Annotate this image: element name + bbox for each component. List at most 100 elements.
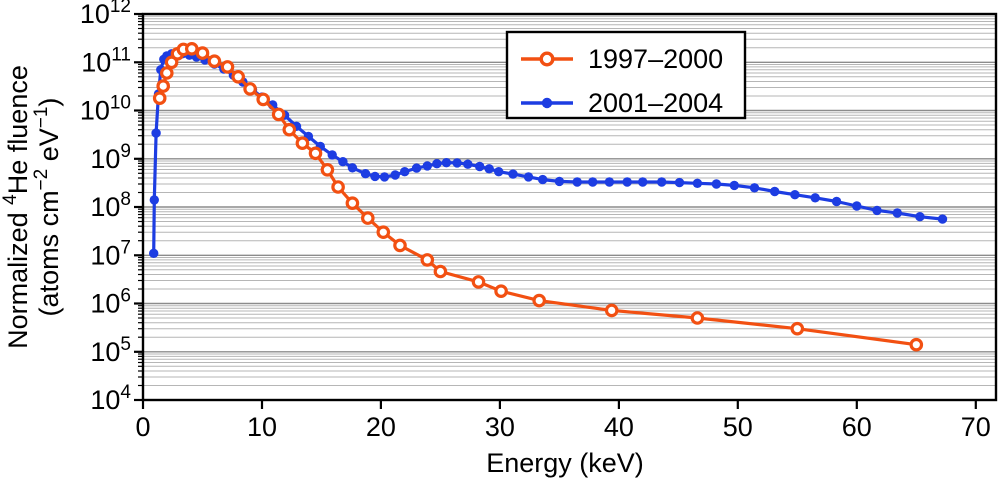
data-point-marker bbox=[909, 337, 924, 352]
y-axis-title-line: Normalized 4He fluence bbox=[0, 65, 33, 349]
legend-label: 1997–2000 bbox=[588, 44, 723, 74]
data-point-marker bbox=[220, 60, 235, 74]
data-point-marker bbox=[604, 303, 619, 318]
series-open bbox=[152, 41, 924, 352]
series-filled bbox=[149, 48, 948, 258]
data-point-marker bbox=[360, 169, 371, 179]
data-point-marker bbox=[674, 177, 685, 188]
data-point-marker bbox=[657, 177, 667, 187]
data-point-marker bbox=[572, 177, 582, 187]
data-point-marker bbox=[508, 169, 518, 179]
data-point-marker bbox=[937, 214, 948, 224]
data-point-marker bbox=[523, 172, 534, 182]
data-point-marker bbox=[185, 41, 199, 56]
data-point-marker bbox=[149, 248, 159, 258]
data-point-marker bbox=[433, 264, 448, 279]
data-point-marker bbox=[538, 174, 548, 185]
data-point-marker bbox=[622, 177, 632, 187]
y-tick-label: 1012 bbox=[80, 0, 131, 29]
data-point-marker bbox=[420, 253, 435, 267]
data-point-marker bbox=[484, 164, 494, 174]
data-point-marker bbox=[749, 183, 760, 193]
y-tick-label: 106 bbox=[90, 286, 131, 319]
data-point-marker bbox=[156, 79, 170, 93]
data-point-marker bbox=[327, 150, 337, 160]
data-point-marker bbox=[207, 54, 222, 68]
data-point-marker bbox=[390, 170, 400, 180]
data-point-marker bbox=[432, 159, 442, 169]
data-point-marker bbox=[345, 196, 360, 210]
data-point-marker bbox=[295, 136, 310, 150]
data-point-marker bbox=[400, 167, 410, 177]
data-point-marker bbox=[411, 163, 422, 173]
x-axis-title: Energy (keV) bbox=[486, 448, 644, 478]
data-point-marker bbox=[711, 179, 722, 189]
legend: 1997–2000 2001–2004 bbox=[505, 30, 747, 120]
gridlines bbox=[143, 15, 996, 386]
data-point-marker bbox=[494, 167, 504, 177]
x-tick-label: 30 bbox=[485, 412, 515, 442]
data-point-marker bbox=[370, 171, 380, 182]
data-point-marker bbox=[790, 321, 805, 336]
data-point-marker bbox=[810, 193, 820, 203]
data-point-marker bbox=[554, 176, 565, 187]
data-point-marker bbox=[532, 293, 546, 308]
axes-ticks-and-labels: 104 105 106 107 108 109 1010 1011 1012 0 10 20 30 40 5… bbox=[80, 0, 991, 442]
legend-label: 2001–2004 bbox=[588, 88, 723, 118]
y-axis-title: Normalized 4He fluence(atoms cm−2 eV−1) bbox=[0, 65, 64, 349]
legend-marker bbox=[539, 51, 555, 67]
data-point-marker bbox=[149, 195, 159, 205]
data-point-marker bbox=[338, 157, 348, 167]
data-point-marker bbox=[152, 91, 167, 105]
data-point-marker bbox=[852, 201, 862, 211]
data-point-marker bbox=[475, 161, 485, 172]
y-tick-label: 104 bbox=[90, 382, 131, 415]
y-tick-label: 1010 bbox=[80, 93, 131, 126]
data-point-marker bbox=[471, 275, 486, 289]
data-point-marker bbox=[770, 186, 780, 197]
data-point-marker bbox=[393, 238, 407, 253]
data-point-marker bbox=[892, 208, 902, 218]
data-point-marker bbox=[231, 70, 245, 84]
data-point-marker bbox=[151, 128, 161, 138]
x-tick-label: 60 bbox=[842, 412, 872, 442]
data-point-marker bbox=[463, 159, 473, 169]
data-point-marker bbox=[441, 158, 452, 168]
data-point-marker bbox=[588, 177, 598, 187]
x-tick-label: 50 bbox=[723, 412, 753, 442]
data-point-marker bbox=[638, 177, 648, 187]
y-axis-title-line: (atoms cm−2 eV−1) bbox=[31, 98, 64, 317]
data-point-marker bbox=[790, 190, 800, 200]
y-tick-label: 1011 bbox=[81, 44, 131, 77]
data-point-marker bbox=[729, 180, 739, 191]
x-tick-label: 10 bbox=[247, 412, 277, 442]
data-point-marker bbox=[604, 177, 615, 187]
data-point-marker bbox=[494, 284, 508, 298]
y-tick-label: 108 bbox=[90, 189, 131, 222]
data-point-marker bbox=[282, 122, 297, 137]
data-point-marker bbox=[872, 205, 882, 216]
data-point-marker bbox=[690, 311, 705, 325]
data-point-marker bbox=[422, 161, 432, 171]
data-point-marker bbox=[692, 178, 703, 188]
legend-marker bbox=[541, 97, 553, 109]
data-point-marker bbox=[271, 107, 286, 122]
y-tick-label: 109 bbox=[90, 141, 131, 174]
data-point-marker bbox=[195, 46, 210, 60]
data-point-marker bbox=[831, 196, 842, 207]
data-point-marker bbox=[243, 82, 257, 96]
data-point-marker bbox=[379, 172, 390, 182]
data-point-marker bbox=[320, 163, 335, 177]
x-tick-label: 20 bbox=[366, 412, 396, 442]
x-tick-label: 40 bbox=[604, 412, 634, 442]
data-point-marker bbox=[452, 158, 462, 168]
data-point-marker bbox=[347, 163, 358, 173]
y-tick-label: 107 bbox=[90, 237, 131, 270]
data-point-marker bbox=[360, 211, 375, 225]
data-point-marker bbox=[160, 66, 174, 80]
data-series bbox=[149, 41, 948, 352]
data-point-marker bbox=[256, 92, 270, 107]
x-tick-label: 70 bbox=[961, 412, 991, 442]
